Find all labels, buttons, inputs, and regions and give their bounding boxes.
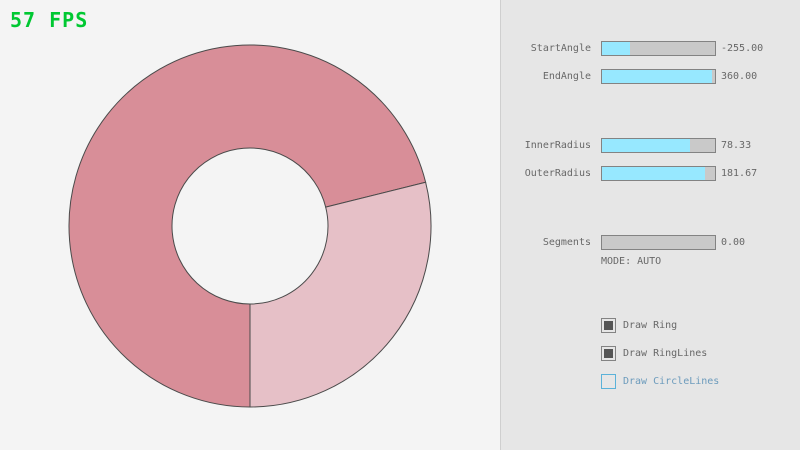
innerradius-slider[interactable] [601, 138, 716, 153]
draw-circlelines-label: Draw CircleLines [623, 376, 720, 387]
fps-counter: 57 FPS [10, 8, 89, 32]
slider-fill [602, 167, 705, 180]
ring-segment-dark[interactable] [68, 44, 427, 408]
slider-fill [602, 42, 631, 55]
mode-auto-text: MODE: AUTO [601, 256, 662, 267]
slider-fill [602, 139, 691, 152]
endangle-slider[interactable] [601, 69, 716, 84]
startangle-value: -255.00 [721, 43, 764, 54]
outerradius-slider[interactable] [601, 166, 716, 181]
startangle-label: StartAngle [530, 43, 591, 54]
endangle-value: 360.00 [721, 71, 758, 82]
outerradius-value: 181.67 [721, 168, 758, 179]
segments-slider[interactable] [601, 235, 716, 250]
draw-ring-label: Draw Ring [623, 320, 678, 331]
endangle-label: EndAngle [542, 71, 591, 82]
innerradius-label: InnerRadius [524, 140, 591, 151]
checkbox-row-draw-ringlines: Draw RingLines [501, 346, 800, 362]
outerradius-label: OuterRadius [524, 168, 591, 179]
draw-circlelines-checkbox[interactable] [601, 374, 616, 389]
ring-chart [68, 44, 432, 408]
slider-row-endangle: EndAngle 360.00 [501, 69, 800, 84]
draw-ring-checkbox[interactable] [601, 318, 616, 333]
checkbox-row-draw-ring: Draw Ring [501, 318, 800, 334]
segments-value: 0.00 [721, 237, 746, 248]
slider-fill [602, 70, 712, 83]
control-panel: StartAngle -255.00 EndAngle 360.00 Inner… [500, 0, 800, 450]
ring-segment-light[interactable] [249, 181, 432, 408]
startangle-slider[interactable] [601, 41, 716, 56]
slider-row-innerradius: InnerRadius 78.33 [501, 138, 800, 153]
draw-ringlines-checkbox[interactable] [601, 346, 616, 361]
segments-label: Segments [542, 237, 591, 248]
innerradius-value: 78.33 [721, 140, 752, 151]
draw-ringlines-label: Draw RingLines [623, 348, 708, 359]
slider-row-segments: Segments 0.00 [501, 235, 800, 250]
checkbox-row-draw-circlelines: Draw CircleLines [501, 374, 800, 390]
ring-canvas: 57 FPS [10, 8, 432, 408]
slider-row-startangle: StartAngle -255.00 [501, 41, 800, 56]
slider-row-outerradius: OuterRadius 181.67 [501, 166, 800, 181]
